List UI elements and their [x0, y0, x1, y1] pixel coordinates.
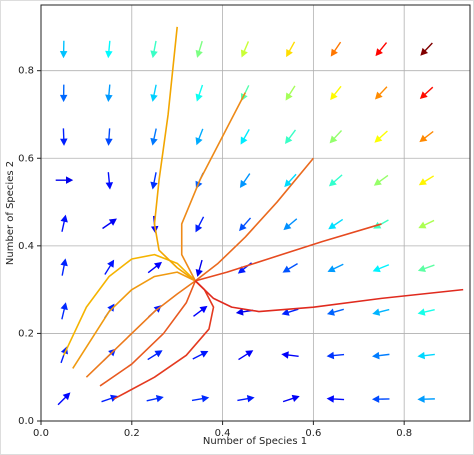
trajectory	[195, 223, 382, 282]
field-arrow	[326, 351, 345, 360]
x-tick-label: 0.4	[215, 428, 231, 439]
y-tick-label: 0.6	[18, 153, 34, 164]
x-tick-label: 0.8	[396, 428, 412, 439]
field-arrow	[60, 302, 68, 320]
field-arrow	[147, 261, 163, 274]
field-arrow	[372, 264, 390, 273]
field-arrow	[60, 214, 68, 232]
x-tick-label: 0.2	[124, 428, 140, 439]
plot-border	[40, 4, 471, 422]
field-arrow	[326, 308, 344, 316]
field-arrow	[374, 130, 388, 143]
field-arrow	[282, 263, 298, 273]
field-arrow	[418, 175, 435, 186]
field-arrow	[150, 128, 158, 146]
field-arrow	[284, 129, 297, 144]
field-arrow	[237, 395, 255, 403]
field-arrow	[102, 218, 117, 230]
field-arrow	[281, 351, 299, 359]
field-arrow	[195, 259, 203, 277]
field-arrow	[146, 394, 164, 403]
field-arrow	[191, 395, 210, 403]
field-arrow	[372, 308, 390, 316]
field-arrow	[192, 350, 209, 360]
field-arrow	[105, 40, 113, 59]
trajectory	[180, 92, 246, 282]
field-arrow	[286, 41, 296, 58]
field-arrow	[239, 173, 251, 189]
x-tick-label: 0.6	[305, 428, 321, 439]
field-arrow	[326, 395, 345, 403]
trajectory	[194, 280, 464, 313]
field-arrow	[330, 85, 342, 101]
y-tick-label: 0.2	[18, 328, 34, 339]
field-arrow	[105, 172, 114, 190]
trajectory	[194, 157, 314, 282]
field-arrow	[419, 86, 434, 99]
field-arrow	[284, 173, 297, 188]
field-arrow	[195, 216, 205, 233]
field-arrow	[373, 174, 389, 186]
field-arrow	[329, 130, 343, 144]
field-arrow	[374, 86, 388, 100]
field-arrow	[417, 264, 435, 273]
field-arrow	[282, 394, 300, 403]
field-arrow	[150, 40, 158, 59]
field-arrow	[420, 42, 433, 56]
field-arrow	[105, 84, 113, 103]
field-arrow	[240, 41, 250, 58]
field-arrow	[239, 217, 252, 232]
field-arrow	[193, 305, 208, 317]
field-arrow	[417, 308, 435, 316]
y-tick-label: 0.4	[18, 241, 34, 252]
field-arrow	[240, 129, 250, 145]
x-axis-label: Number of Species 1	[203, 436, 307, 447]
trajectory	[85, 280, 196, 378]
x-tick-label: 0.0	[33, 428, 49, 439]
field-arrow	[327, 263, 344, 273]
field-arrow	[419, 130, 434, 143]
field-arrow	[238, 350, 254, 361]
y-tick-label: 0.8	[18, 66, 34, 77]
field-arrow	[57, 392, 71, 406]
field-arrow	[59, 40, 68, 59]
field-arrow	[150, 172, 158, 190]
trajectory	[62, 253, 196, 356]
field-arrow	[330, 41, 342, 57]
trajectory	[153, 26, 196, 282]
y-axis-label: Number of Species 2	[5, 161, 16, 265]
field-arrow	[418, 219, 435, 229]
field-arrow	[281, 308, 299, 316]
field-arrow	[371, 395, 390, 403]
field-arrow	[417, 395, 435, 403]
trajectory	[99, 280, 197, 387]
field-arrow	[285, 85, 296, 101]
field-arrow	[195, 128, 204, 146]
field-arrow	[55, 176, 74, 184]
field-arrow	[60, 258, 68, 276]
field-arrow	[195, 40, 203, 58]
field-arrow	[104, 259, 115, 275]
field-arrow	[147, 350, 163, 361]
y-tick-label: 0.0	[18, 416, 34, 427]
field-arrow	[105, 128, 113, 146]
field-arrow	[60, 128, 68, 146]
field-arrow	[59, 84, 68, 103]
field-arrow	[372, 351, 390, 360]
field-arrow	[328, 174, 343, 187]
trajectory	[72, 271, 196, 369]
field-arrow	[150, 84, 158, 102]
field-arrow	[195, 84, 204, 102]
field-arrow	[283, 218, 298, 231]
field-arrow	[375, 42, 388, 57]
field-arrow	[417, 351, 435, 360]
field-arrow	[328, 218, 344, 230]
